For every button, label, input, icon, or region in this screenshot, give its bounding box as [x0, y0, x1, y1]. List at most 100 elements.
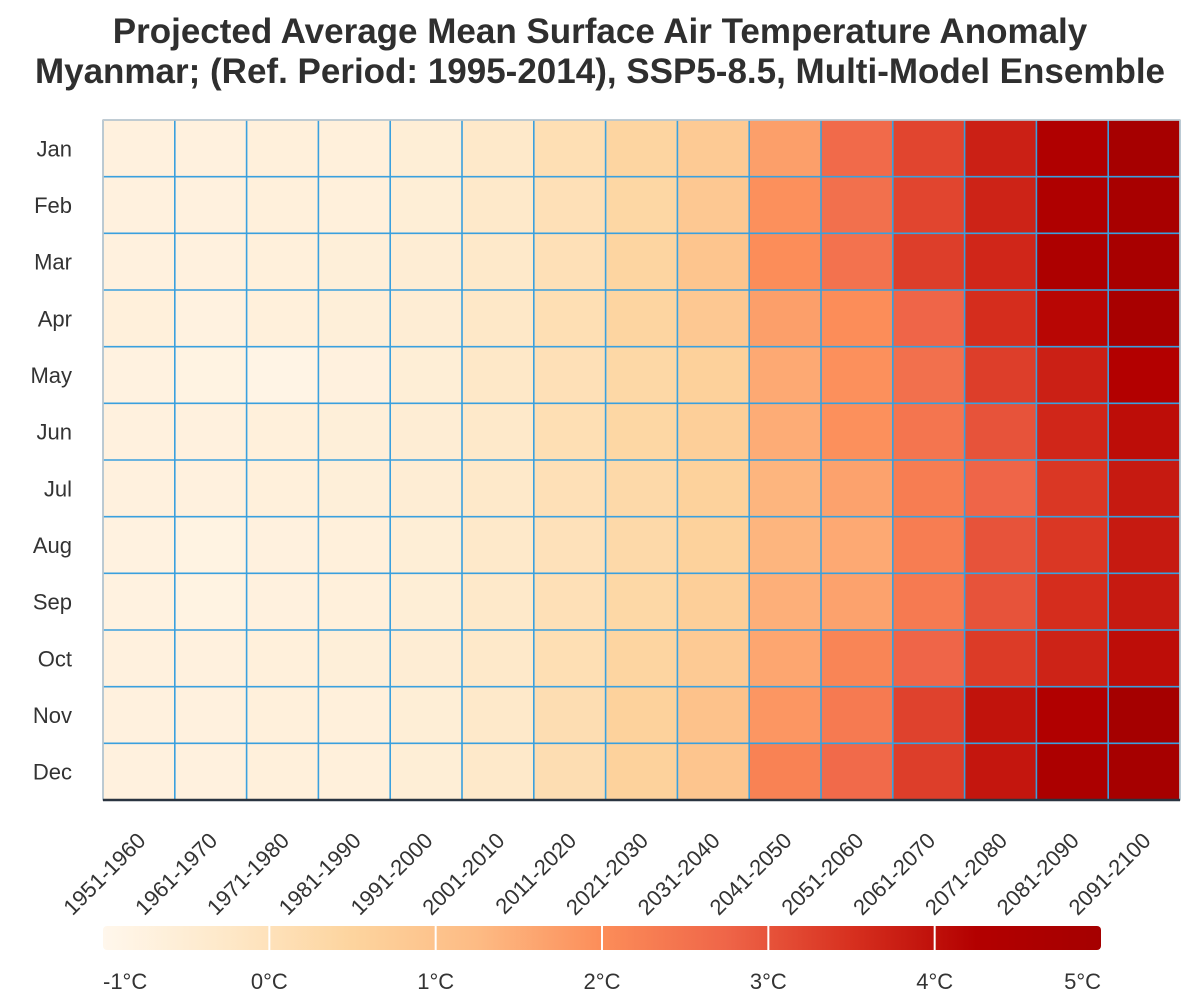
- heatmap-cell: [533, 120, 607, 178]
- heatmap-cell: [1036, 630, 1109, 688]
- heatmap-cell: [605, 460, 678, 518]
- heatmap-cell: [964, 630, 1037, 688]
- heatmap-cell: [749, 290, 822, 348]
- heatmap-cell: [533, 516, 607, 574]
- heatmap-cell: [533, 233, 607, 291]
- heatmap-cell: [749, 460, 822, 518]
- month-labels: Jan Feb Mar Apr May Jun Jul Aug Sep Oct Nov Dec: [30, 136, 72, 784]
- heatmap-cell: [1108, 460, 1181, 518]
- colorbar-tick-label: 4°C: [916, 969, 953, 994]
- heatmap-cell: [1108, 573, 1181, 631]
- heatmap-cell: [821, 290, 894, 348]
- heatmap-cell: [964, 403, 1037, 461]
- heatmap-cell: [677, 346, 750, 404]
- heatmap-cell: [246, 460, 319, 518]
- heatmap-cell: [821, 460, 894, 518]
- colorbar-tick-label: 5°C: [1064, 969, 1101, 994]
- heatmap-cell: [1108, 290, 1181, 348]
- heatmap-cell: [749, 743, 822, 801]
- month-label: Jun: [37, 420, 72, 445]
- heatmap-cell: [605, 743, 678, 801]
- heatmap-cell: [749, 233, 822, 291]
- heatmap-cell: [390, 516, 463, 574]
- heatmap-cell: [174, 516, 248, 574]
- heatmap-cell: [533, 403, 607, 461]
- heatmap-cell: [964, 120, 1037, 178]
- heatmap-cell: [390, 460, 463, 518]
- heatmap-cell: [246, 290, 319, 348]
- heatmap-cell: [605, 573, 678, 631]
- heatmap-cell: [462, 743, 535, 801]
- heatmap-cell: [533, 460, 607, 518]
- heatmap-cell: [390, 120, 463, 178]
- heatmap-cell: [1108, 743, 1181, 801]
- heatmap-cell: [318, 516, 391, 574]
- heatmap-cell: [390, 686, 463, 744]
- heatmap-cell: [390, 403, 463, 461]
- heatmap-cell: [390, 233, 463, 291]
- heatmap-cell: [605, 403, 678, 461]
- heatmap-cell: [749, 573, 822, 631]
- heatmap-cell: [964, 233, 1037, 291]
- heatmap-cell: [462, 516, 535, 574]
- heatmap-cell: [821, 176, 894, 234]
- heatmap-cell: [605, 120, 678, 178]
- heatmap-cell: [174, 233, 248, 291]
- month-label: Nov: [33, 703, 72, 728]
- heatmap-cell: [892, 516, 966, 574]
- heatmap-cell: [749, 686, 822, 744]
- heatmap-cell: [390, 176, 463, 234]
- heatmap-cell: [821, 743, 894, 801]
- month-label: Jan: [37, 136, 72, 161]
- heatmap-cell: [821, 120, 894, 178]
- heatmap-cell: [103, 176, 176, 234]
- heatmap-cell: [246, 743, 319, 801]
- heatmap-cell: [677, 176, 750, 234]
- month-label: Mar: [34, 250, 72, 275]
- heatmap-cell: [821, 630, 894, 688]
- heatmap-cell: [677, 743, 750, 801]
- heatmap-cell: [1108, 403, 1181, 461]
- heatmap-cell: [174, 120, 248, 178]
- heatmap-cell: [318, 630, 391, 688]
- heatmap-cell: [103, 686, 176, 744]
- heatmap-cell: [892, 120, 966, 178]
- chart-subtitle: Myanmar; (Ref. Period: 1995-2014), SSP5-…: [34, 52, 1166, 91]
- heatmap-cell: [533, 290, 607, 348]
- heatmap-cell: [318, 346, 391, 404]
- heatmap-grid: [102, 119, 1181, 802]
- month-label: Feb: [34, 193, 72, 218]
- heatmap-cell: [964, 743, 1037, 801]
- chart-title: Projected Average Mean Surface Air Tempe…: [112, 12, 1088, 51]
- heatmap-cell: [462, 233, 535, 291]
- heatmap-cell: [318, 176, 391, 234]
- heatmap-cell: [605, 686, 678, 744]
- heatmap-cell: [103, 233, 176, 291]
- heatmap-cell: [677, 233, 750, 291]
- heatmap-cell: [390, 630, 463, 688]
- heatmap-cell: [892, 460, 966, 518]
- heatmap-cell: [821, 346, 894, 404]
- month-label: Aug: [33, 533, 72, 558]
- heatmap-cell: [605, 346, 678, 404]
- heatmap-cell: [749, 403, 822, 461]
- heatmap-cell: [677, 516, 750, 574]
- heatmap-cell: [103, 403, 176, 461]
- heatmap-cell: [318, 120, 391, 178]
- heatmap-cell: [892, 403, 966, 461]
- heatmap-cell: [174, 686, 248, 744]
- heatmap-cell: [892, 290, 966, 348]
- heatmap-cell: [174, 573, 248, 631]
- decade-labels: 1951-19601961-19701971-19801981-19901991…: [58, 828, 1155, 920]
- heatmap-cell: [1036, 460, 1109, 518]
- heatmap-cell: [533, 743, 607, 801]
- heatmap-cell: [892, 176, 966, 234]
- heatmap-cell: [677, 573, 750, 631]
- heatmap-cell: [174, 403, 248, 461]
- heatmap-cell: [1036, 403, 1109, 461]
- heatmap-cell: [749, 630, 822, 688]
- heatmap-cell: [677, 630, 750, 688]
- heatmap-cell: [246, 573, 319, 631]
- heatmap-cell: [103, 290, 176, 348]
